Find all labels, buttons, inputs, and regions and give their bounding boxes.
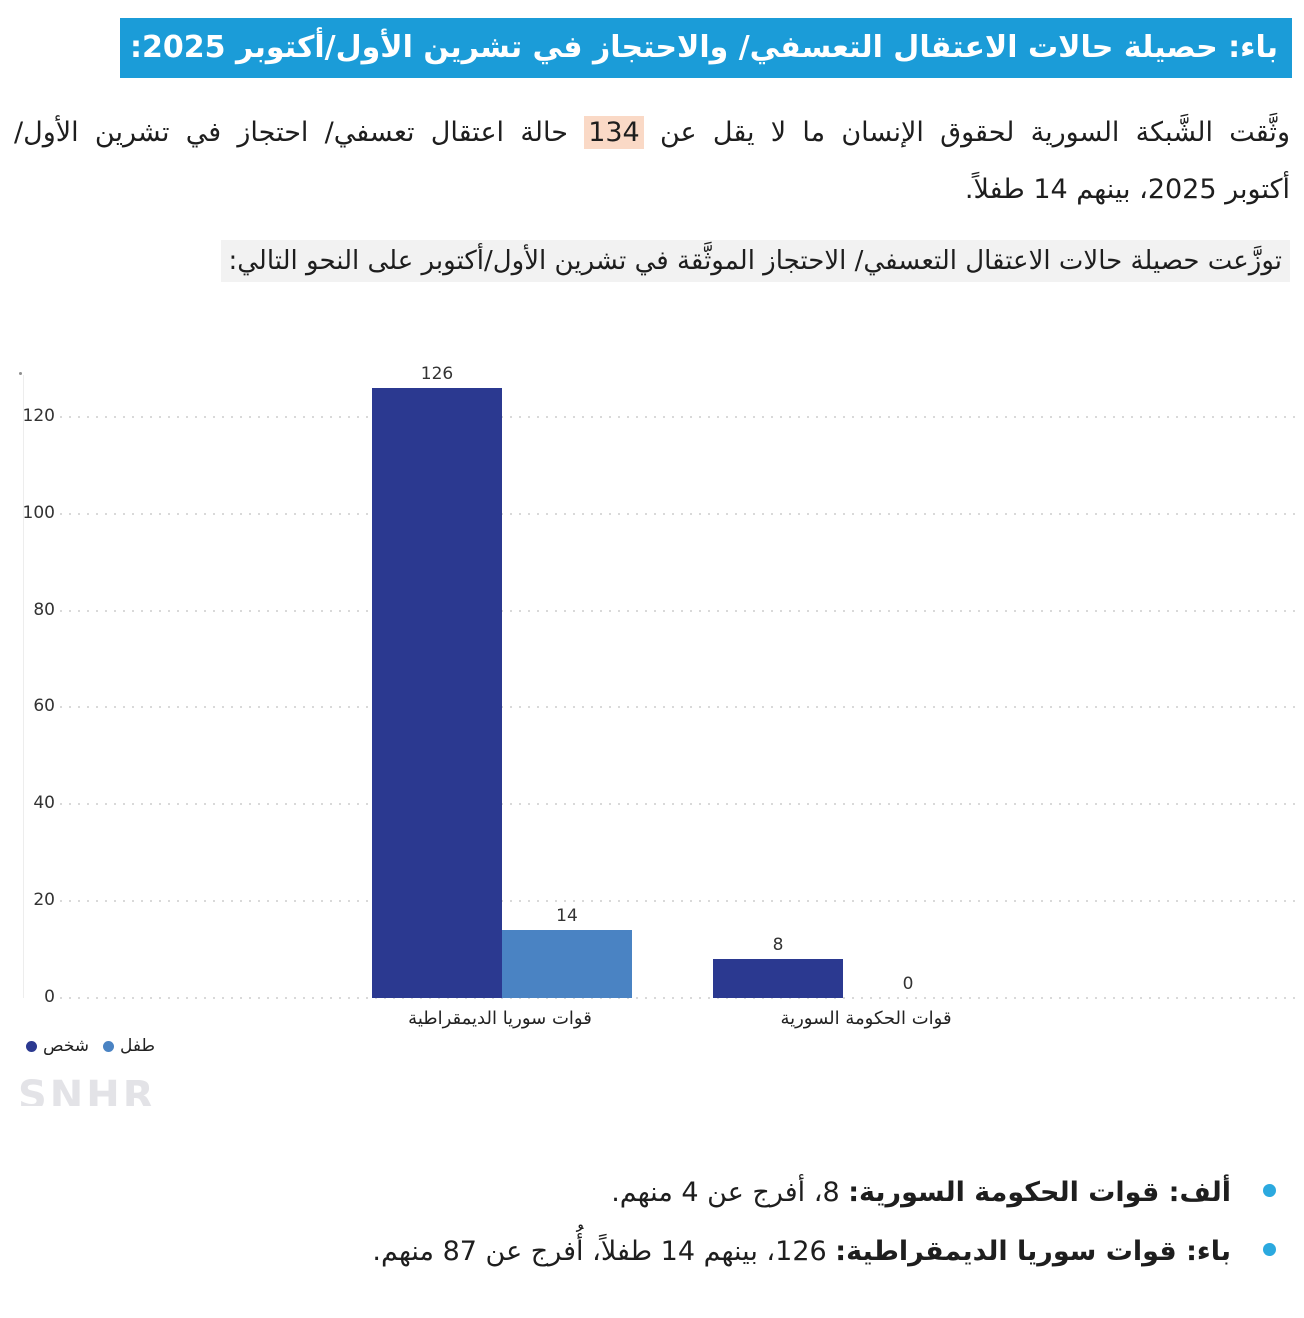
bar-value-label: 14 [556, 906, 578, 926]
bullet-value: 126، بينهم 14 طفلاً، أُفرج عن 87 منهم. [372, 1236, 836, 1267]
legend-item-person: شخص [26, 1036, 89, 1056]
bar-child [502, 930, 632, 998]
intro-paragraph: وثَّقت الشَّبكة السورية لحقوق الإنسان ما… [14, 104, 1290, 218]
y-axis-top-marker [19, 372, 22, 375]
intro-line-2: أكتوبر 2025، بينهم 14 طفلاً. [964, 174, 1290, 205]
y-tick-label: 0 [44, 987, 55, 1007]
y-gridline [60, 803, 1296, 806]
bullet-label: ألف: قوات الحكومة السورية: [848, 1177, 1231, 1208]
bullet-dot-icon [1263, 1243, 1276, 1256]
bar-person [713, 959, 843, 998]
legend-dot-person-icon [26, 1040, 37, 1052]
y-tick-label: 60 [33, 696, 55, 717]
chart-lead-in-sentence: توزَّعت حصيلة حالات الاعتقال التعسفي/ ال… [220, 240, 1290, 282]
y-tick-label: 120 [22, 405, 55, 426]
bullet-text: باء: قوات سوريا الديمقراطية: 126، بينهم … [372, 1235, 1231, 1269]
y-gridline [60, 512, 1296, 515]
y-tick-label: 40 [33, 793, 55, 814]
y-tick-label: 80 [33, 599, 55, 620]
legend-dot-child-icon [103, 1040, 115, 1052]
bar-value-label: 126 [420, 364, 454, 384]
x-axis-category-label: قوات الحكومة السورية [780, 1008, 952, 1029]
bullet-value: 8، أفرج عن 4 منهم. [611, 1177, 849, 1208]
bullet-sdf-forces: باء: قوات سوريا الديمقراطية: 126، بينهم … [372, 1235, 1276, 1269]
bullet-label: باء: قوات سوريا الديمقراطية: [835, 1236, 1231, 1267]
intro-text-after-highlight: حالة اعتقال تعسفي/ احتجاز في تشرين الأول… [14, 117, 585, 148]
bar-person [372, 388, 502, 998]
legend-label: شخص [43, 1036, 90, 1056]
highlighted-count: 134 [584, 116, 644, 149]
y-axis-line [23, 375, 24, 998]
bar-chart: 0 20 40 60 80 100 120 126 14 قوات سوريا الديمقراط… [0, 350, 1304, 1090]
intro-text-before-highlight: وثَّقت الشَّبكة السورية لحقوق الإنسان ما… [643, 117, 1290, 148]
y-tick-label: 20 [33, 890, 55, 911]
chart-legend: شخص طفل [26, 1036, 155, 1056]
bullet-text: ألف: قوات الحكومة السورية: 8، أفرج عن 4 … [611, 1176, 1231, 1210]
y-tick-label: 100 [22, 502, 55, 523]
bar-value-label: 8 [772, 935, 784, 955]
legend-label: طفل [120, 1036, 156, 1056]
y-gridline [60, 415, 1296, 418]
section-title: باء: حصيلة حالات الاعتقال التعسفي/ والاح… [130, 30, 1278, 65]
y-gridline [60, 706, 1296, 709]
legend-item-child: طفل [103, 1036, 155, 1056]
snhr-watermark: SNHR [18, 1078, 157, 1106]
bullet-dot-icon [1263, 1184, 1276, 1197]
y-gridline [60, 997, 1296, 999]
x-axis-category-label: قوات سوريا الديمقراطية [408, 1008, 592, 1029]
bar-value-label: 0 [902, 974, 914, 994]
bullet-government-forces: ألف: قوات الحكومة السورية: 8، أفرج عن 4 … [611, 1176, 1276, 1210]
y-gridline [60, 609, 1296, 612]
y-gridline [60, 900, 1296, 903]
section-header-banner: باء: حصيلة حالات الاعتقال التعسفي/ والاح… [120, 18, 1292, 78]
intro-line-1: وثَّقت الشَّبكة السورية لحقوق الإنسان ما… [14, 104, 1290, 161]
